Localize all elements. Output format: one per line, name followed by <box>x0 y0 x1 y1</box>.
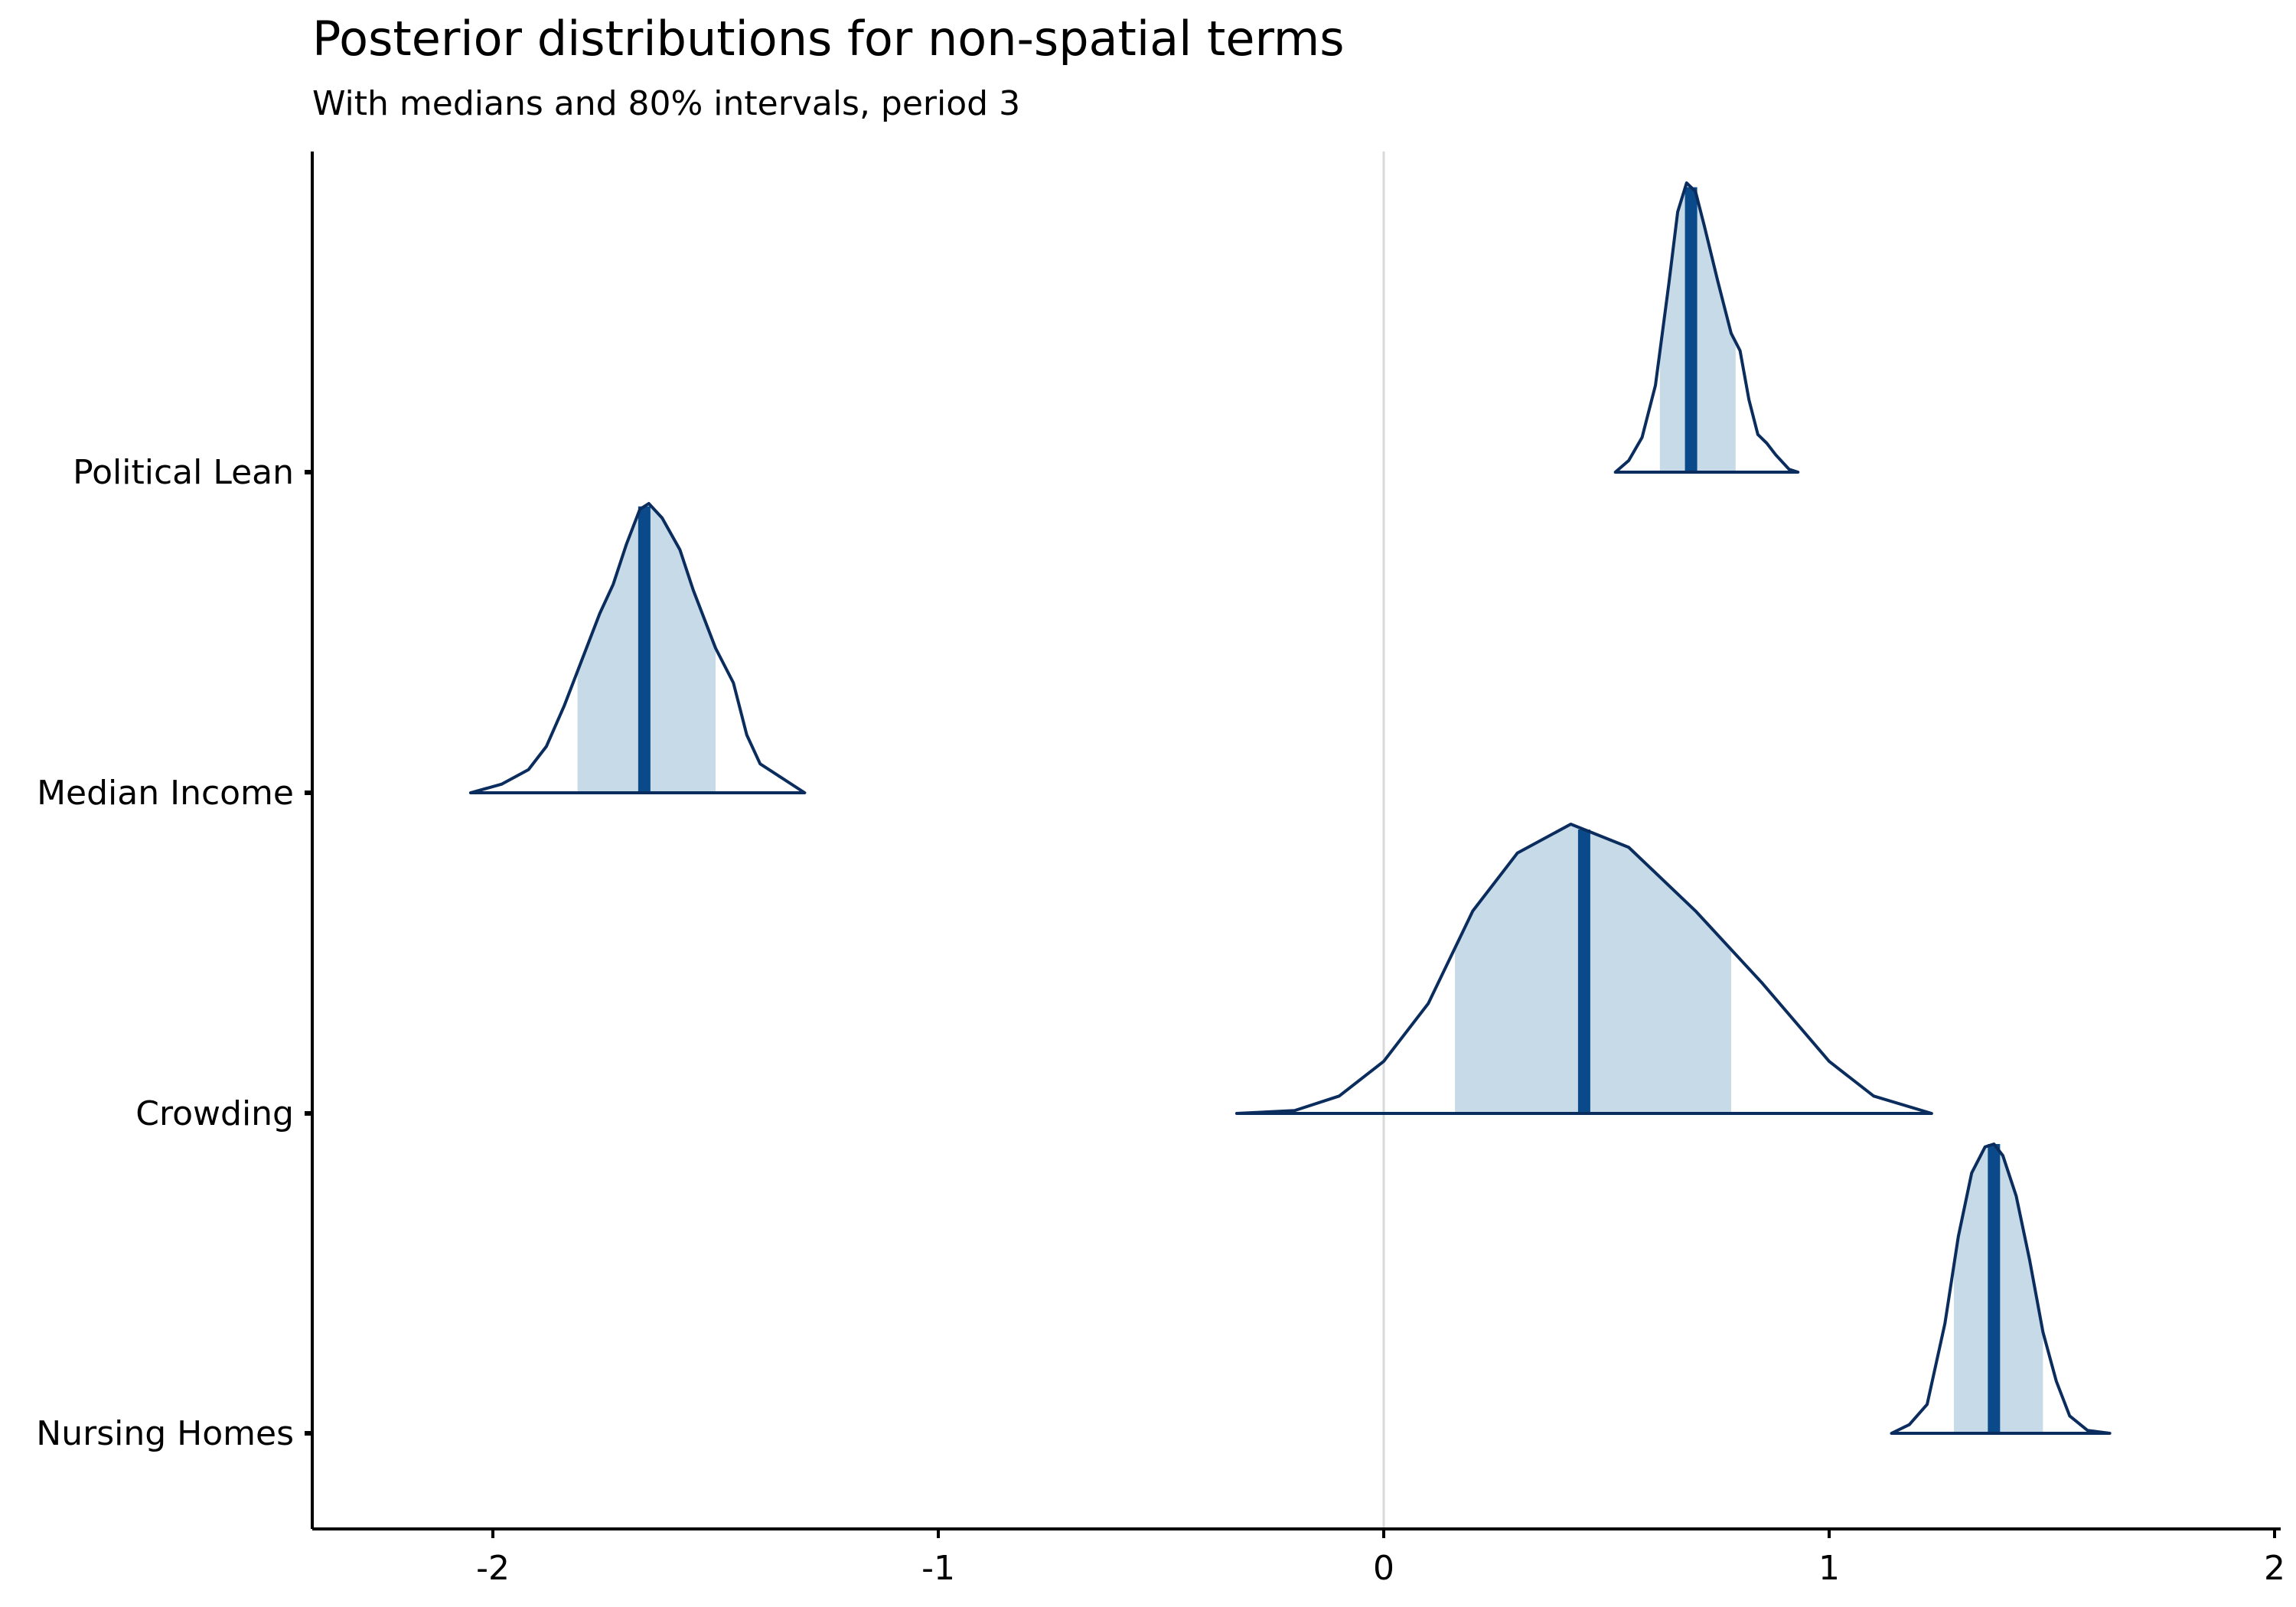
density-ridge <box>468 502 807 794</box>
density-outline <box>1234 823 1933 1115</box>
density-outline <box>468 502 807 794</box>
interval-80-band <box>1659 183 1736 472</box>
xtick-label: 2 <box>2264 1549 2285 1588</box>
chart-title: Posterior distributions for non-spatial … <box>312 11 1345 67</box>
xtick-label: -1 <box>921 1549 955 1588</box>
density-ridge <box>1890 1143 2112 1435</box>
xtick-label: -2 <box>476 1549 510 1588</box>
xtick-label: 0 <box>1373 1549 1394 1588</box>
interval-80-band <box>1455 824 1731 1113</box>
density-ridge <box>1613 181 1800 474</box>
density-ridge <box>1234 823 1933 1115</box>
ytick-label: Crowding <box>135 1094 294 1133</box>
ytick-label: Median Income <box>37 774 294 813</box>
xtick-label: 1 <box>1818 1549 1840 1588</box>
ytick-label: Political Lean <box>73 453 294 492</box>
chart-subtitle: With medians and 80% intervals, period 3 <box>312 84 1021 123</box>
ytick-label: Nursing Homes <box>36 1414 294 1453</box>
density-outline <box>1613 181 1800 474</box>
density-outline <box>1890 1143 2112 1435</box>
